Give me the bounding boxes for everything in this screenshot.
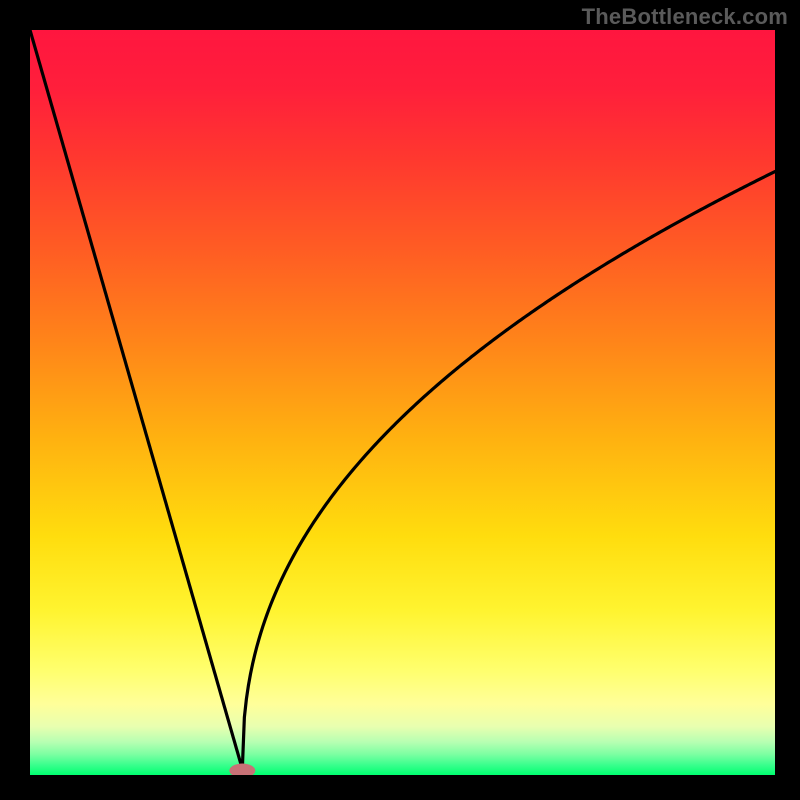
chart-gradient-bg	[30, 30, 775, 775]
chart-container: TheBottleneck.com	[0, 0, 800, 800]
bottleneck-chart	[0, 0, 800, 800]
watermark-text: TheBottleneck.com	[582, 4, 788, 30]
